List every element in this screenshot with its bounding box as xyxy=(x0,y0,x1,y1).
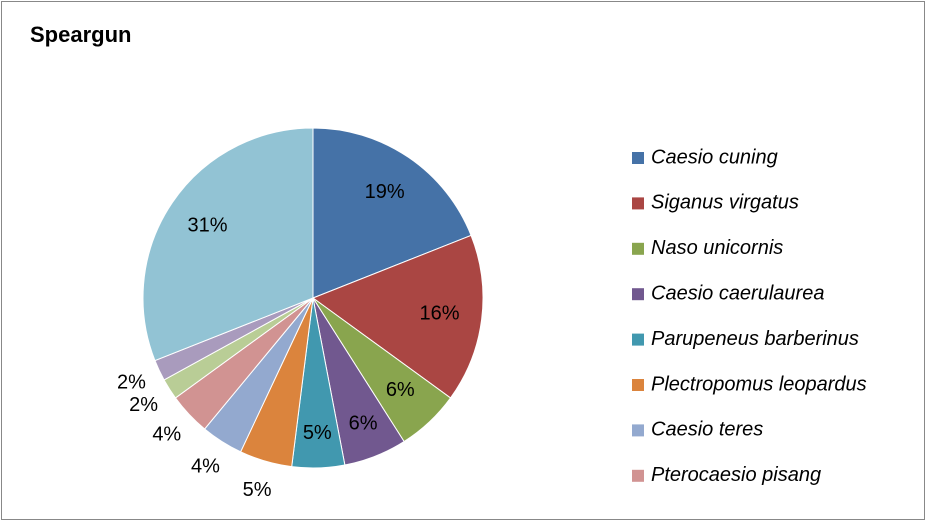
data-label: 5% xyxy=(303,422,332,444)
pie-slice xyxy=(142,127,314,362)
data-label: 6% xyxy=(349,413,378,435)
data-label: 16% xyxy=(419,302,459,324)
legend-label: Caesio cuning xyxy=(651,146,778,168)
legend-label: Parupeneus barberinus xyxy=(651,328,859,350)
legend-swatch xyxy=(632,333,644,346)
pie-slice xyxy=(311,234,484,399)
legend-swatch xyxy=(632,152,644,164)
legend-swatch xyxy=(632,197,644,210)
legend-label: Pterocaesio pisang xyxy=(651,464,821,486)
chart-title: Speargun xyxy=(30,22,131,47)
data-label: 4% xyxy=(191,456,220,478)
legend-swatch xyxy=(632,424,644,437)
data-label: 2% xyxy=(129,394,158,416)
legend-swatch xyxy=(632,288,644,301)
data-label: 19% xyxy=(365,181,405,203)
data-label: 2% xyxy=(117,372,146,394)
legend-label: Caesio teres xyxy=(651,419,763,441)
legend-label: Siganus virgatus xyxy=(651,192,799,214)
legend-swatch xyxy=(632,379,644,391)
data-label: 4% xyxy=(152,424,181,446)
legend-label: Caesio caerulaurea xyxy=(651,282,824,304)
legend-label: Naso unicornis xyxy=(651,237,783,259)
data-label: 31% xyxy=(188,215,228,237)
data-label: 5% xyxy=(243,479,272,501)
legend-swatch xyxy=(632,242,644,255)
data-label: 6% xyxy=(386,379,415,401)
legend-swatch xyxy=(632,469,644,482)
legend-label: Plectropomus leopardus xyxy=(651,373,867,395)
pie-slice xyxy=(312,127,472,299)
